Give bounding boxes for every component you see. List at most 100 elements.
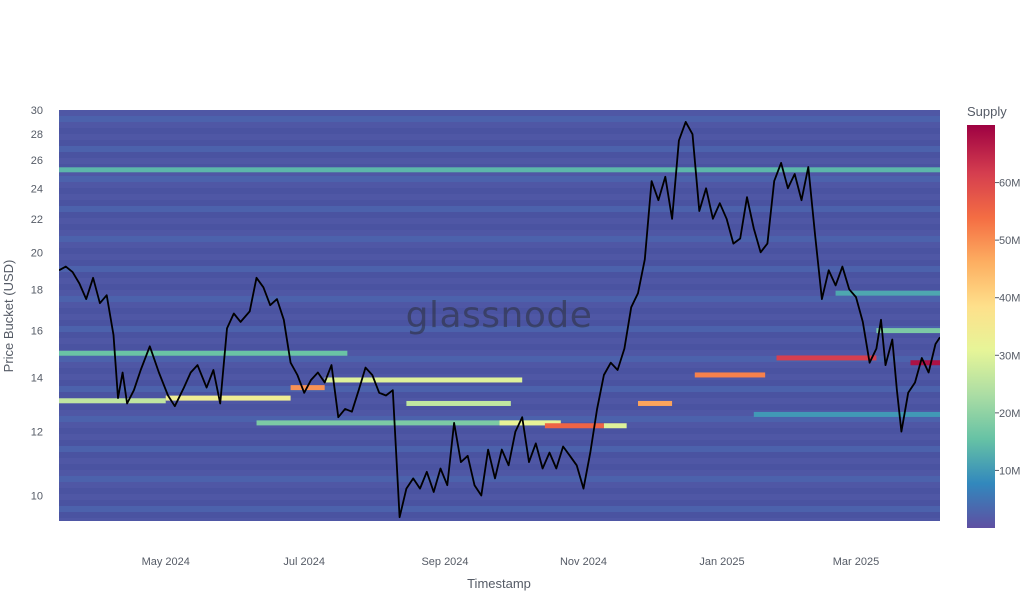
- y-tick-label: 18: [31, 284, 43, 296]
- y-tick-label: 24: [31, 183, 43, 195]
- heatmap-row: [59, 254, 940, 260]
- heatmap-row: [59, 452, 940, 458]
- y-tick-label: 28: [31, 129, 43, 141]
- heatmap-row: [59, 332, 940, 338]
- heatmap-row: [59, 374, 940, 380]
- heatmap-row: [59, 362, 940, 368]
- heatmap-row: [59, 446, 940, 452]
- heatmap-row: [59, 308, 940, 314]
- heatmap-row: [59, 404, 940, 410]
- heatmap-row: [59, 506, 940, 512]
- heatmap-row: [59, 176, 940, 182]
- x-tick-label: Jul 2024: [283, 556, 325, 568]
- heatmap-row: [59, 170, 940, 176]
- heatmap-row: [59, 416, 940, 422]
- heatmap-row: [59, 428, 940, 434]
- supply-band: [638, 400, 673, 406]
- heatmap-row: [59, 344, 940, 350]
- supply-band: [876, 328, 940, 334]
- heatmap-row: [59, 512, 940, 518]
- y-tick-label: 20: [31, 247, 43, 259]
- heatmap-row: [59, 296, 940, 302]
- heatmap-row: [59, 338, 940, 344]
- supply-band: [544, 423, 604, 429]
- heatmap-row: [59, 194, 940, 200]
- heatmap-row: [59, 434, 940, 440]
- heatmap-row: [59, 224, 940, 230]
- supply-band: [165, 395, 291, 401]
- heatmap-row: [59, 212, 940, 218]
- y-tick-label: 22: [31, 214, 43, 226]
- heatmap-row: [59, 230, 940, 236]
- x-axis-title: Timestamp: [467, 576, 531, 591]
- colorbar-tick-label: 10M: [999, 465, 1020, 477]
- heatmap-row: [59, 140, 940, 146]
- x-tick-label: Sep 2024: [421, 556, 468, 568]
- supply-band: [753, 411, 940, 417]
- supply-band: [324, 377, 523, 383]
- heatmap-row: [59, 326, 940, 332]
- supply-band: [835, 290, 940, 296]
- heatmap-row: [59, 110, 940, 116]
- price-line: [59, 121, 940, 519]
- heatmap-row: [59, 350, 940, 356]
- supply-band: [910, 360, 940, 366]
- heatmap-row: [59, 128, 940, 134]
- heatmap-row: [59, 146, 940, 152]
- supply-band: [694, 372, 766, 378]
- heatmap-row: [59, 188, 940, 194]
- heatmap-row: [59, 494, 940, 500]
- heatmap-row: [59, 284, 940, 290]
- x-tick-label: May 2024: [142, 556, 190, 568]
- heatmap-row: [59, 200, 940, 206]
- heatmap-row: [59, 386, 940, 392]
- heatmap-row: [59, 278, 940, 284]
- heatmap-row: [59, 122, 940, 128]
- supply-band: [603, 423, 627, 429]
- heatmap-row: [59, 410, 940, 416]
- heatmap-row: [59, 302, 940, 308]
- heatmap-row: [59, 266, 940, 272]
- colorbar-tick-label: 20M: [999, 408, 1020, 420]
- glassnode-watermark: glassnode: [406, 295, 593, 336]
- heatmap-row: [59, 380, 940, 386]
- heatmap-row: [59, 164, 940, 170]
- y-tick-label: 12: [31, 427, 43, 439]
- heatmap-row: [59, 242, 940, 248]
- supply-band: [59, 167, 940, 173]
- heatmap-row: [59, 248, 940, 254]
- x-tick-label: Mar 2025: [833, 556, 879, 568]
- y-tick-label: 26: [31, 155, 43, 167]
- heatmap-row: [59, 482, 940, 488]
- heatmap-row: [59, 518, 940, 521]
- heatmap-row: [59, 488, 940, 494]
- y-tick-label: 30: [31, 105, 43, 117]
- heatmap-row: [59, 134, 940, 140]
- heatmap-row: [59, 392, 940, 398]
- heatmap-row: [59, 260, 940, 266]
- x-tick-label: Jan 2025: [699, 556, 744, 568]
- heatmap-row: [59, 152, 940, 158]
- colorbar-ticks: 10M 20M 30M 40M 50M 60M: [995, 178, 1020, 477]
- y-tick-label: 14: [31, 372, 43, 384]
- colorbar-tick-label: 40M: [999, 293, 1020, 305]
- heatmap-row: [59, 218, 940, 224]
- y-axis-ticks: 10 12 14 16 18 20 22 24 26 28 30: [31, 105, 43, 503]
- supply-band: [256, 420, 557, 426]
- supply-band: [406, 400, 511, 406]
- heatmap-row: [59, 236, 940, 242]
- y-axis-title: Price Bucket (USD): [1, 260, 16, 373]
- heatmap-row: [59, 320, 940, 326]
- x-tick-label: Nov 2024: [560, 556, 607, 568]
- supply-bands: [59, 167, 940, 429]
- heatmap-row: [59, 356, 940, 362]
- heatmap-row: [59, 158, 940, 164]
- heatmap-row: [59, 440, 940, 446]
- heatmap-row: [59, 182, 940, 188]
- heatmap-row: [59, 290, 940, 296]
- heatmap-row: [59, 470, 940, 476]
- price-line-group: [59, 121, 940, 519]
- colorbar-tick-label: 60M: [999, 178, 1020, 190]
- supply-band: [499, 420, 561, 426]
